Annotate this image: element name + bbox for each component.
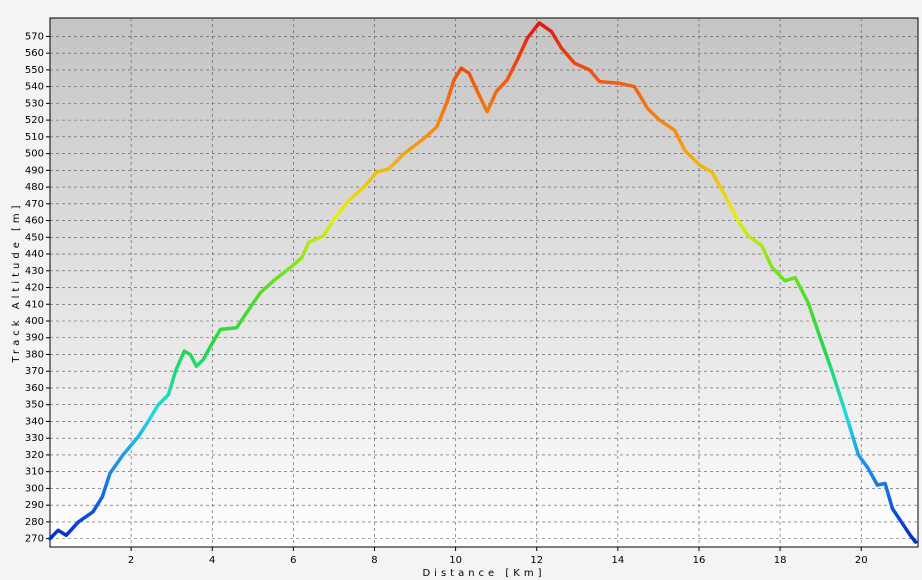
y-tick-label: 490: [25, 165, 44, 176]
x-tick-label: 14: [611, 555, 624, 566]
y-tick-label: 430: [25, 266, 44, 277]
y-axis-label: Track Altitude [m]: [11, 201, 22, 363]
x-tick-label: 10: [449, 555, 462, 566]
y-tick-label: 570: [25, 31, 44, 42]
y-tick-label: 310: [25, 467, 44, 478]
y-tick-label: 540: [25, 82, 44, 93]
y-tick-label: 440: [25, 249, 44, 260]
y-tick-label: 530: [25, 98, 44, 109]
y-tick-label: 400: [25, 316, 44, 327]
y-tick-label: 390: [25, 333, 44, 344]
y-tick-label: 500: [25, 149, 44, 160]
y-tick-label: 470: [25, 199, 44, 210]
x-tick-label: 20: [855, 555, 868, 566]
x-tick-label: 12: [530, 555, 543, 566]
x-tick-label: 4: [209, 555, 215, 566]
plot-area: [49, 17, 919, 548]
x-axis-label: Distance [Km]: [422, 568, 545, 579]
y-tick-label: 270: [25, 534, 44, 545]
x-tick-label: 2: [128, 555, 134, 566]
x-tick-label: 6: [290, 555, 296, 566]
y-tick-label: 560: [25, 48, 44, 59]
y-tick-label: 460: [25, 216, 44, 227]
y-tick-label: 340: [25, 416, 44, 427]
y-tick-label: 420: [25, 283, 44, 294]
y-tick-label: 520: [25, 115, 44, 126]
y-tick-label: 370: [25, 366, 44, 377]
x-tick-label: 8: [371, 555, 377, 566]
y-tick-label: 290: [25, 500, 44, 511]
y-tick-label: 380: [25, 349, 44, 360]
y-tick-label: 350: [25, 400, 44, 411]
y-tick-label: 330: [25, 433, 44, 444]
y-tick-label: 280: [25, 517, 44, 528]
y-tick-label: 320: [25, 450, 44, 461]
y-tick-label: 360: [25, 383, 44, 394]
y-tick-label: 510: [25, 132, 44, 143]
x-tick-label: 16: [693, 555, 706, 566]
x-tick-label: 18: [774, 555, 787, 566]
y-tick-label: 480: [25, 182, 44, 193]
y-tick-label: 450: [25, 232, 44, 243]
elevation-line: [48, 21, 918, 544]
y-tick-label: 300: [25, 483, 44, 494]
y-tick-label: 550: [25, 65, 44, 76]
y-tick-label: 410: [25, 299, 44, 310]
